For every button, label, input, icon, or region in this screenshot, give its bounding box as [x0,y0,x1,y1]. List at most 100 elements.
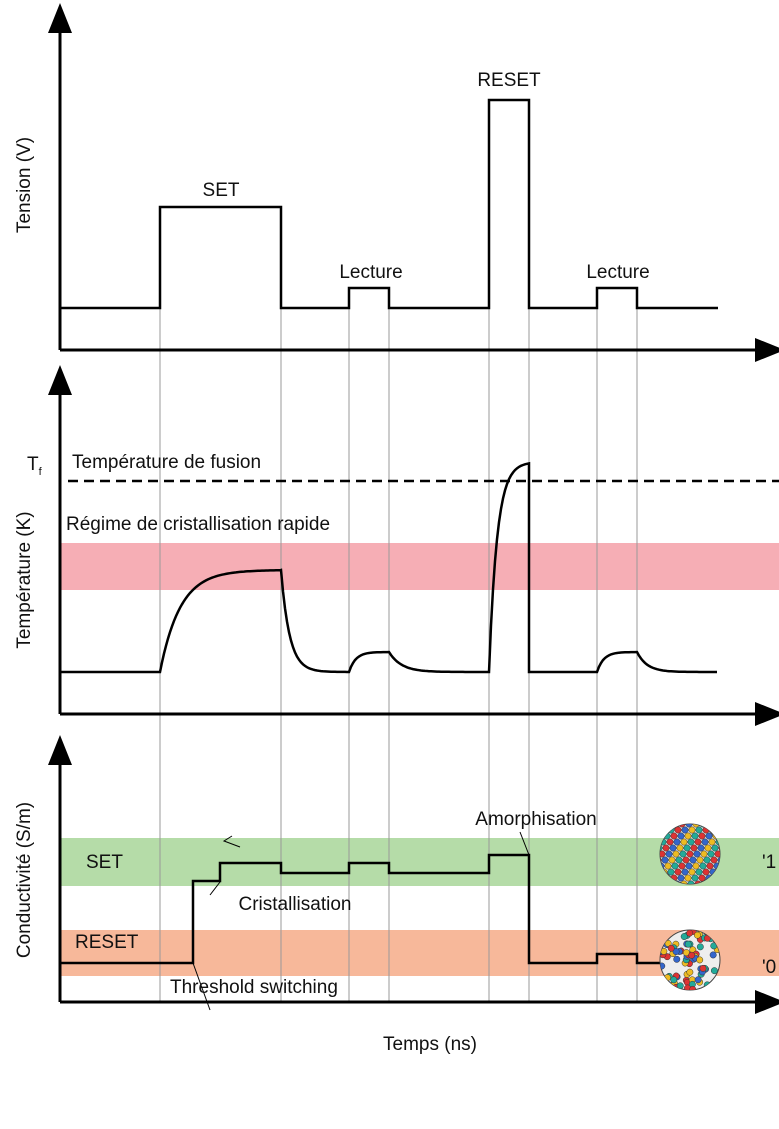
atom [697,844,705,852]
atom [698,832,706,840]
atom [710,856,718,864]
atom [660,826,661,834]
atom [667,944,675,952]
atom [688,868,696,876]
atom [711,844,719,852]
label: Température de fusion [72,452,261,473]
atom [644,821,650,827]
label: Lecture [339,262,402,283]
atom [694,838,702,846]
atom [651,821,657,827]
atom [670,832,678,840]
atom [677,832,685,840]
atom [668,856,676,864]
conductivity-wave [60,853,660,965]
atom [678,824,686,828]
atom [696,956,704,964]
atom [696,943,704,951]
atom [700,850,708,858]
atom [683,844,691,852]
atom [706,824,714,828]
atom [660,824,665,828]
atom [695,868,703,876]
atom [695,826,703,834]
atom [688,951,696,959]
atom [673,955,681,963]
atom [674,868,682,876]
atom [702,868,710,876]
atom [661,979,669,987]
label: Threshold switching [170,977,338,998]
tf-main: T [27,454,39,475]
atom [678,862,686,870]
atom [679,850,687,858]
atom [684,874,692,882]
atom [699,964,707,972]
state-label: '1 [762,852,776,873]
atom [692,824,700,828]
atom [685,824,693,828]
atom [701,838,709,846]
atom [663,980,671,988]
atom [686,930,694,937]
atom [712,984,720,990]
atom [686,968,694,976]
atom [673,838,681,846]
atom [664,862,672,870]
axis-label: Conductivité (S/m) [14,802,35,958]
state-label: '0 [762,957,776,978]
atom [689,856,697,864]
atom [682,856,690,864]
atom [660,856,662,864]
fast-crystallisation-band [60,543,779,590]
atom [660,850,666,858]
label: Lecture [586,262,649,283]
atom [660,826,668,834]
atom [684,940,692,948]
atom [672,948,680,956]
label: RESET [75,932,139,953]
pointer [192,962,211,1011]
atom [714,850,720,858]
atom [688,826,696,834]
atom [671,862,679,870]
atom [666,838,674,846]
temperature-wave [60,461,717,674]
atom [693,931,701,939]
atom [718,844,720,852]
atom [709,951,717,959]
atom [669,844,677,852]
label: Régime de cristallisation rapide [66,514,330,535]
atom [647,827,653,833]
axis-label: Température (K) [14,511,35,648]
atom [676,844,684,852]
atom [665,850,673,858]
atom [708,838,716,846]
atom [693,850,701,858]
tf-label: Tf [27,454,43,478]
atom [698,874,706,882]
atom [694,976,702,984]
atom [680,838,688,846]
atom [664,824,672,828]
atom [667,868,675,876]
atom [685,862,693,870]
atom [689,985,697,990]
atom [662,844,670,852]
atom [696,856,704,864]
atom [681,826,689,834]
atom [708,984,715,990]
guide-lines [159,308,638,1002]
atom [637,821,643,827]
atom [705,832,713,840]
tf-sub: f [39,466,43,478]
label: SET [86,852,123,873]
atom [671,824,679,828]
set-band [60,838,779,886]
atom [661,982,669,990]
atom [707,850,715,858]
label: Amorphisation [475,809,596,830]
pointer [519,831,530,856]
atom [670,976,678,984]
